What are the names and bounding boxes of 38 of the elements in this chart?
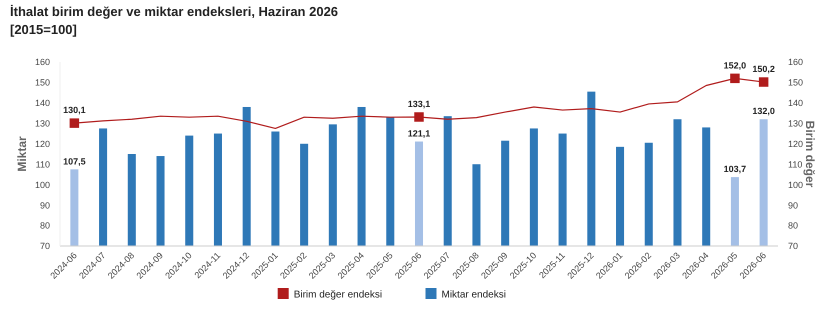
legend-label: Miktar endeksi <box>442 290 506 300</box>
chart-subtitle: [2015=100] <box>10 22 77 37</box>
point <box>414 112 424 122</box>
data-label: 152,0 <box>724 60 746 70</box>
data-label: 133,1 <box>408 98 430 109</box>
point <box>758 77 768 87</box>
y2-tick-label: 120 <box>788 138 804 149</box>
data-label: 107,5 <box>63 156 86 166</box>
chart-title: İthalat birim değer ve miktar endeksleri, Haziran 2026 <box>10 4 338 19</box>
point <box>70 118 80 128</box>
y-tick-label: 160 <box>34 57 50 68</box>
y-tick-label: 110 <box>36 159 50 170</box>
y2-tick-label: 110 <box>788 159 802 170</box>
y2-tick-label: 160 <box>788 57 804 68</box>
data-label: 103,7 <box>724 164 746 174</box>
y-axis-title: Miktar <box>15 136 29 172</box>
data-label: 121,1 <box>408 128 430 139</box>
y2-tick-label: 140 <box>788 98 804 108</box>
y-tick-label: 80 <box>40 220 50 231</box>
y-tick-label: 130 <box>34 118 50 128</box>
point <box>730 74 740 84</box>
y2-axis-title: Birim değer <box>803 120 817 188</box>
data-label: 130,1 <box>63 105 86 116</box>
y-tick-label: 90 <box>40 200 50 210</box>
y-tick-label: 70 <box>40 241 50 252</box>
y-tick-label: 120 <box>34 138 50 149</box>
y-tick-label: 140 <box>34 98 50 108</box>
data-label: 150,2 <box>752 64 775 74</box>
y2-tick-label: 70 <box>788 241 798 252</box>
y2-tick-label: 130 <box>788 118 804 128</box>
y2-tick-label: 90 <box>788 200 798 210</box>
legend-label: Birim değer endeksi <box>294 290 382 300</box>
y-tick-label: 100 <box>34 180 50 190</box>
y2-tick-label: 80 <box>788 220 798 231</box>
data-label: 132,0 <box>752 106 775 116</box>
y2-tick-label: 150 <box>788 78 804 88</box>
y-tick-label: 150 <box>34 78 50 88</box>
y2-tick-label: 100 <box>788 180 804 190</box>
